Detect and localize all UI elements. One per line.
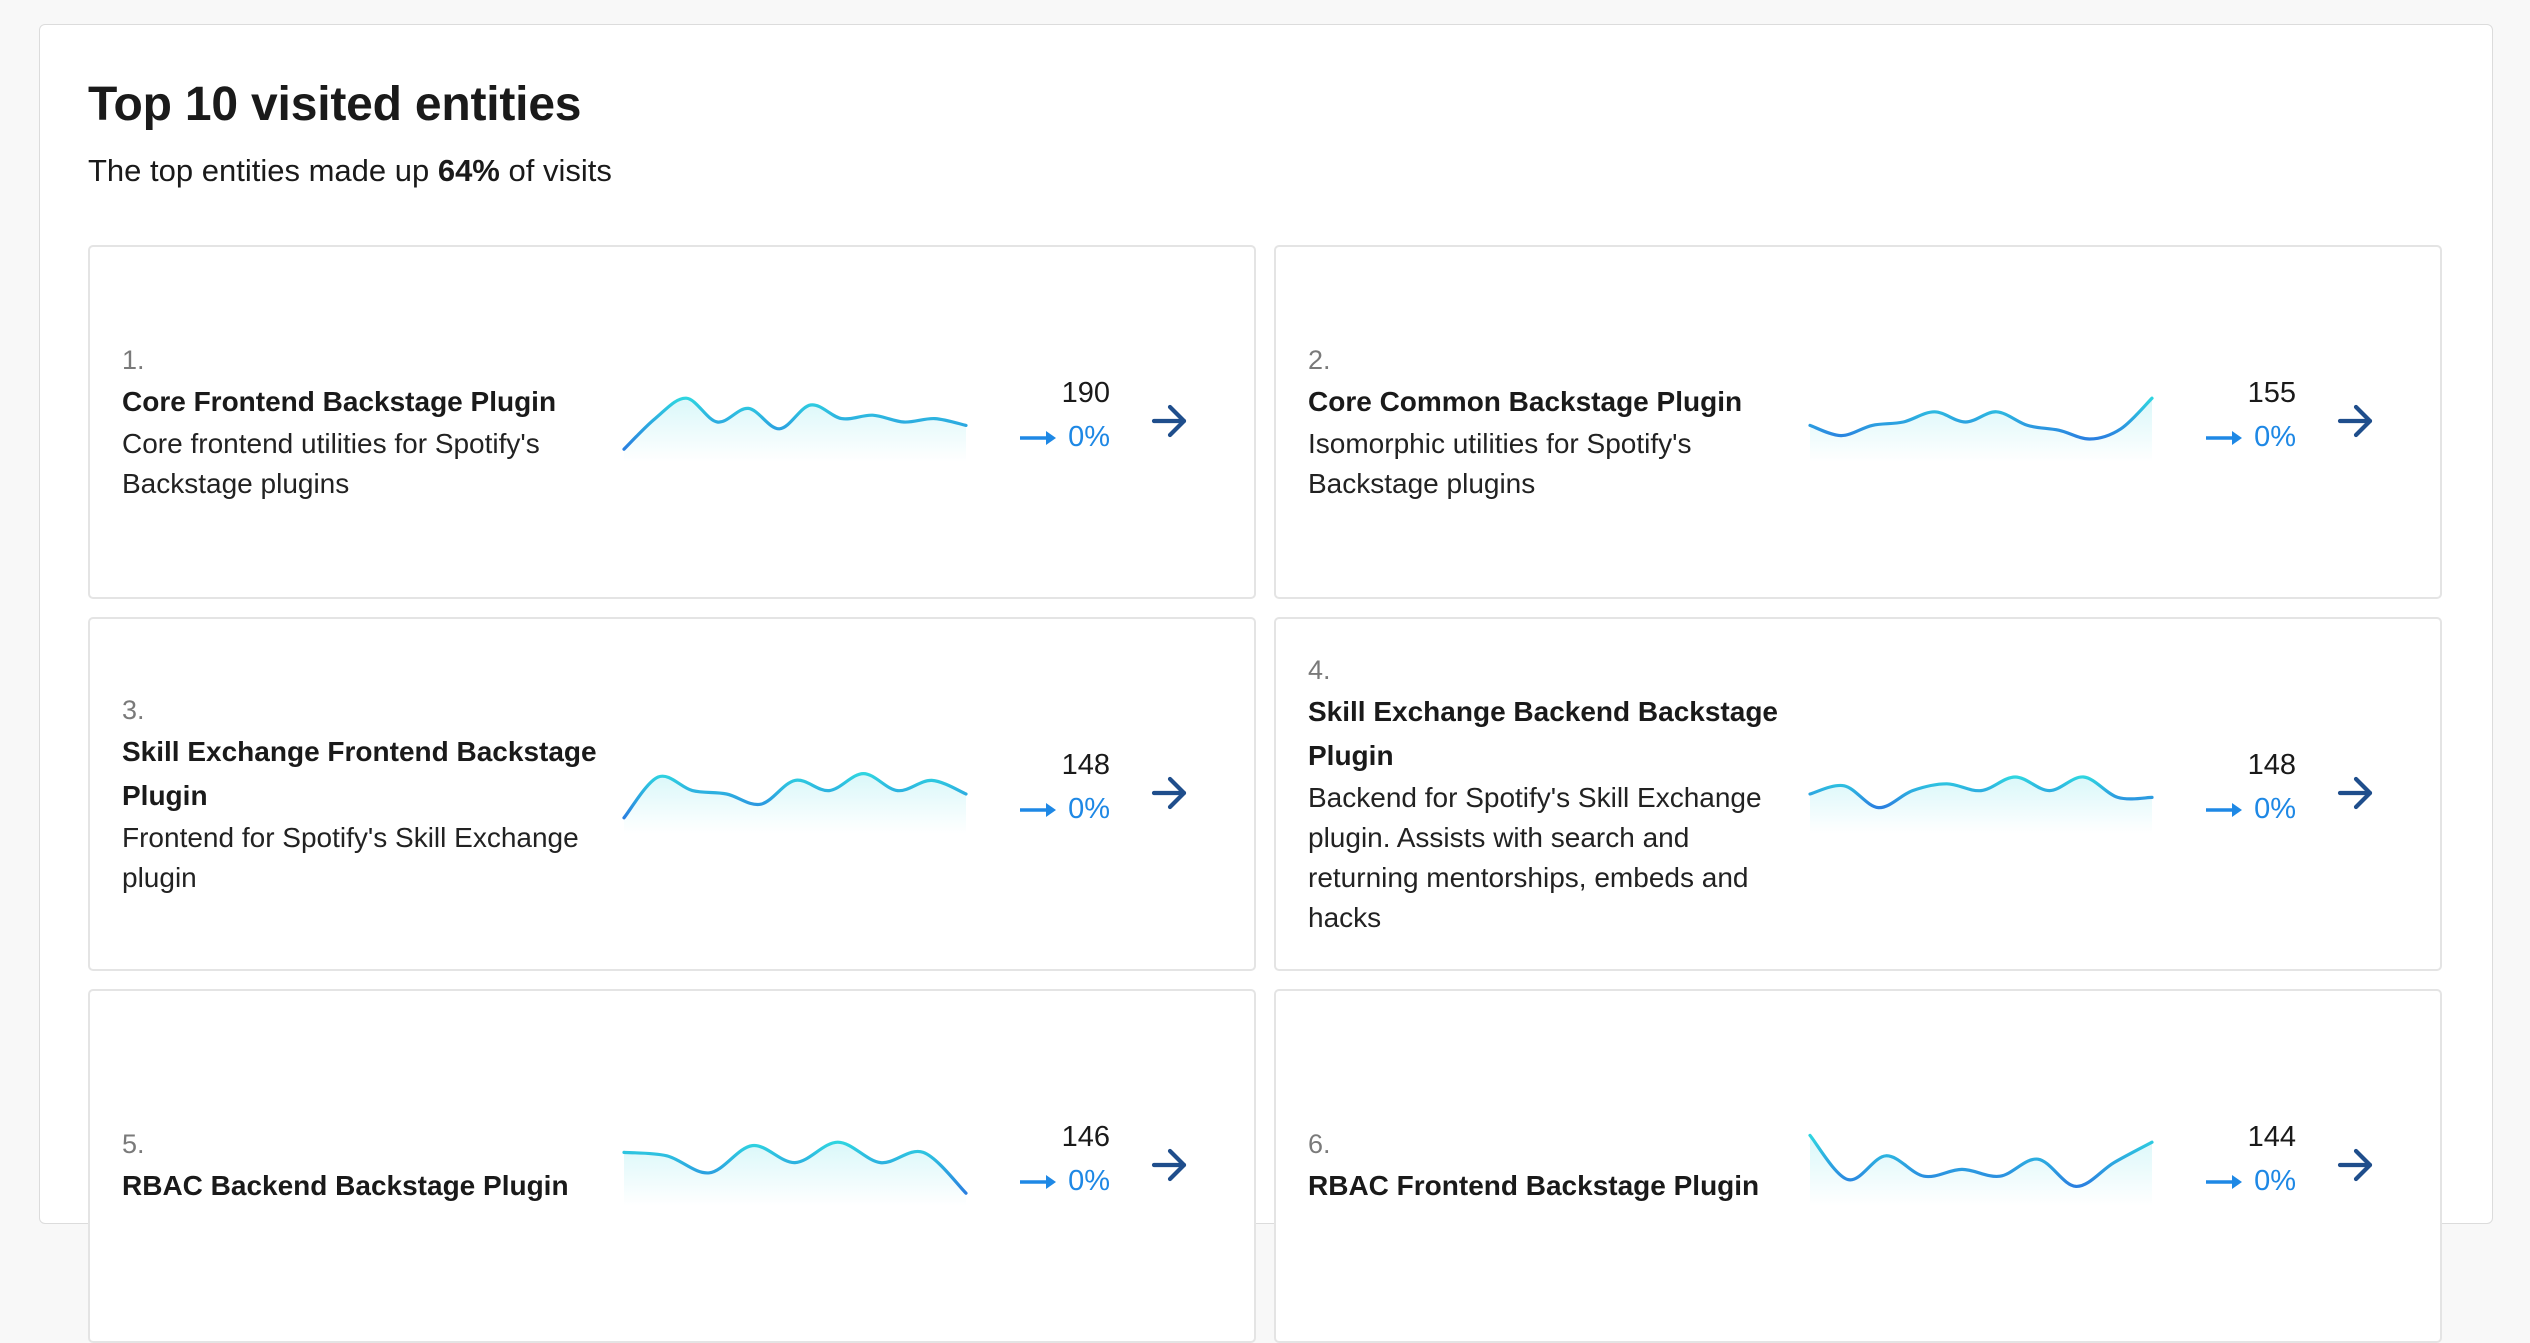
entity-rank: 2.: [1308, 345, 1331, 375]
entity-name: RBAC Backend Backstage Plugin: [122, 1170, 569, 1201]
entity-card: 2. Core Common Backstage Plugin Isomorphic…: [1274, 245, 2442, 599]
visit-count: 148: [1061, 749, 1110, 781]
entity-rank: 5.: [122, 1129, 145, 1159]
visits-sparkline: [1808, 775, 2154, 834]
open-entity-button[interactable]: [2334, 771, 2378, 815]
visits-sparkline: [1808, 396, 2154, 462]
entity-card: 3. Skill Exchange Frontend Backstage Plug…: [88, 617, 1256, 971]
entity-rank: 1.: [122, 345, 145, 375]
arrow-forward-icon: [2337, 776, 2373, 810]
visits-sparkline: [622, 771, 968, 834]
page-subtitle: The top entities made up 64% of visits: [88, 153, 612, 189]
entity-info: 1. Core Frontend Backstage Plugin Core fro…: [122, 340, 612, 504]
entity-info: 6. RBAC Frontend Backstage Plugin: [1308, 1124, 1798, 1208]
trending-flat-icon: [1020, 430, 1057, 445]
visit-count: 146: [1061, 1121, 1110, 1153]
sparkline-line: [1808, 1133, 2154, 1189]
entity-name: Core Common Backstage Plugin: [1308, 386, 1743, 417]
visit-trend: 0%: [2156, 793, 2296, 826]
trending-flat-icon: [1020, 802, 1057, 817]
open-entity-button[interactable]: [1148, 771, 1192, 815]
trending-flat-icon: [1020, 1174, 1057, 1189]
sparkline-area: [1810, 398, 2152, 462]
sparkline-area: [1810, 1135, 2152, 1206]
visit-trend: 0%: [970, 421, 1110, 454]
sparkline-line: [1808, 775, 2154, 810]
sparkline-area: [1810, 776, 2152, 834]
arrow-forward-icon: [2337, 1148, 2373, 1182]
entity-rank: 4.: [1308, 655, 1331, 685]
entity-card: 5. RBAC Backend Backstage Plugin 146 0%: [88, 989, 1256, 1343]
entity-description: Frontend for Spotify's Skill Exchange pl…: [122, 822, 579, 893]
arrow-forward-icon: [1151, 404, 1187, 438]
arrow-forward-icon: [1151, 776, 1187, 810]
entity-card: 1. Core Frontend Backstage Plugin Core fro…: [88, 245, 1256, 599]
arrow-forward-icon: [1151, 1148, 1187, 1182]
entity-card: 6. RBAC Frontend Backstage Plugin 144 0%: [1274, 989, 2442, 1343]
visit-trend: 0%: [2156, 1165, 2296, 1198]
visit-count: 144: [2247, 1121, 2296, 1153]
visit-change-percent: 0%: [2254, 1165, 2296, 1197]
entity-description: Backend for Spotify's Skill Exchange plu…: [1308, 782, 1762, 933]
visit-count: 155: [2247, 377, 2296, 409]
open-entity-button[interactable]: [2334, 1143, 2378, 1187]
visits-percent: 64%: [437, 153, 500, 188]
sparkline-line: [622, 1140, 968, 1195]
trending-flat-icon: [2206, 430, 2243, 445]
visits-sparkline: [622, 1140, 968, 1206]
arrow-forward-icon: [2337, 404, 2373, 438]
open-entity-button[interactable]: [2334, 399, 2378, 443]
entity-name: RBAC Frontend Backstage Plugin: [1308, 1170, 1760, 1201]
visit-change-percent: 0%: [1068, 793, 1110, 825]
sparkline-line: [1808, 396, 2154, 441]
visit-trend: 0%: [2156, 421, 2296, 454]
sparkline-area: [624, 398, 966, 462]
sparkline-line: [622, 396, 968, 451]
entity-info: 5. RBAC Backend Backstage Plugin: [122, 1124, 612, 1208]
entity-info: 2. Core Common Backstage Plugin Isomorphic…: [1308, 340, 1798, 504]
entity-rank: 3.: [122, 695, 145, 725]
entity-name: Skill Exchange Frontend Backstage Plugin: [122, 736, 597, 811]
visits-sparkline: [1808, 1133, 2154, 1206]
entity-rank: 6.: [1308, 1129, 1331, 1159]
trending-flat-icon: [2206, 1174, 2243, 1189]
trending-flat-icon: [2206, 802, 2243, 817]
subtitle-suffix: of visits: [499, 153, 612, 188]
visit-change-percent: 0%: [1068, 421, 1110, 453]
entity-info: 3. Skill Exchange Frontend Backstage Plug…: [122, 690, 612, 898]
open-entity-button[interactable]: [1148, 1143, 1192, 1187]
sparkline-line: [622, 771, 968, 820]
entity-card: 4. Skill Exchange Backend Backstage Plugi…: [1274, 617, 2442, 971]
top-entities-card: Top 10 visited entities The top entities…: [39, 24, 2493, 1343]
open-entity-button[interactable]: [1148, 399, 1192, 443]
subtitle-prefix: The top entities made up: [88, 153, 438, 188]
entity-name: Core Frontend Backstage Plugin: [122, 386, 557, 417]
visit-trend: 0%: [970, 1165, 1110, 1198]
visit-change-percent: 0%: [2254, 793, 2296, 825]
sparkline-area: [624, 773, 966, 834]
entity-info: 4. Skill Exchange Backend Backstage Plugi…: [1308, 650, 1798, 938]
entity-name: Skill Exchange Backend Backstage Plugin: [1308, 696, 1778, 771]
visit-trend: 0%: [970, 793, 1110, 826]
page-title: Top 10 visited entities: [88, 78, 582, 131]
visit-change-percent: 0%: [2254, 421, 2296, 453]
visit-count: 190: [1061, 377, 1110, 409]
entity-description: Isomorphic utilities for Spotify's Backs…: [1308, 428, 1692, 499]
visit-count: 148: [2247, 749, 2296, 781]
visits-sparkline: [622, 396, 968, 462]
entity-description: Core frontend utilities for Spotify's Ba…: [122, 428, 540, 499]
visit-change-percent: 0%: [1068, 1165, 1110, 1197]
